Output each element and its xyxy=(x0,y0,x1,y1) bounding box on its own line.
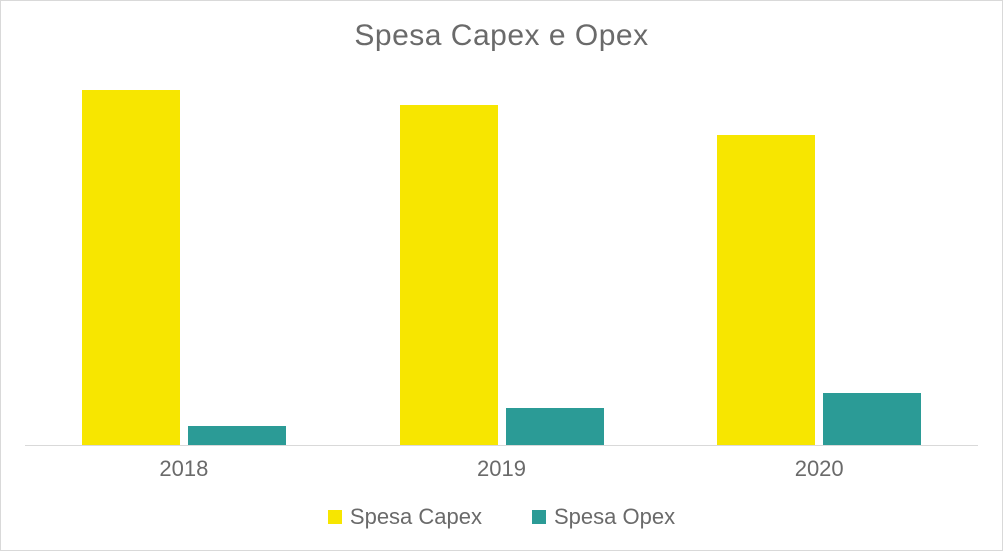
bar-opex-1 xyxy=(506,408,604,445)
x-tick-2: 2020 xyxy=(660,456,978,482)
plot-area xyxy=(25,71,978,446)
legend-label-capex: Spesa Capex xyxy=(350,504,482,530)
bar-group-2 xyxy=(660,71,978,445)
x-tick-1: 2019 xyxy=(343,456,661,482)
x-tick-0: 2018 xyxy=(25,456,343,482)
legend-swatch-capex xyxy=(328,510,342,524)
legend-item-capex: Spesa Capex xyxy=(328,504,482,530)
legend: Spesa Capex Spesa Opex xyxy=(19,504,984,530)
bar-capex-2 xyxy=(717,135,815,445)
chart-title: Spesa Capex e Opex xyxy=(19,19,984,53)
bar-opex-0 xyxy=(188,426,286,445)
bar-group-0 xyxy=(25,71,343,445)
bar-capex-0 xyxy=(82,90,180,445)
legend-swatch-opex xyxy=(532,510,546,524)
bar-group-1 xyxy=(343,71,661,445)
bar-capex-1 xyxy=(400,105,498,445)
legend-label-opex: Spesa Opex xyxy=(554,504,675,530)
x-axis: 2018 2019 2020 xyxy=(25,456,978,482)
bar-opex-2 xyxy=(823,393,921,445)
chart-frame: Spesa Capex e Opex 2018 2019 2020 Spesa … xyxy=(0,0,1003,551)
legend-item-opex: Spesa Opex xyxy=(532,504,675,530)
